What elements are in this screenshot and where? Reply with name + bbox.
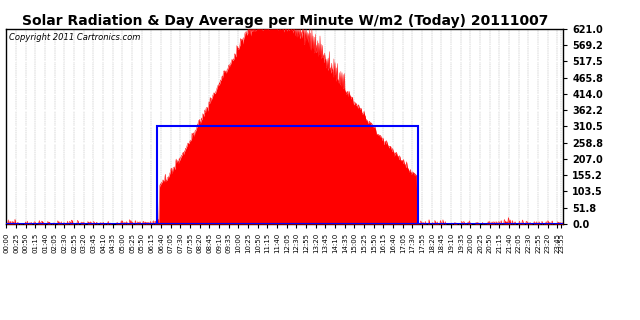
- Title: Solar Radiation & Day Average per Minute W/m2 (Today) 20111007: Solar Radiation & Day Average per Minute…: [22, 14, 548, 28]
- Text: Copyright 2011 Cartronics.com: Copyright 2011 Cartronics.com: [9, 33, 141, 42]
- Bar: [157, 126, 418, 224]
